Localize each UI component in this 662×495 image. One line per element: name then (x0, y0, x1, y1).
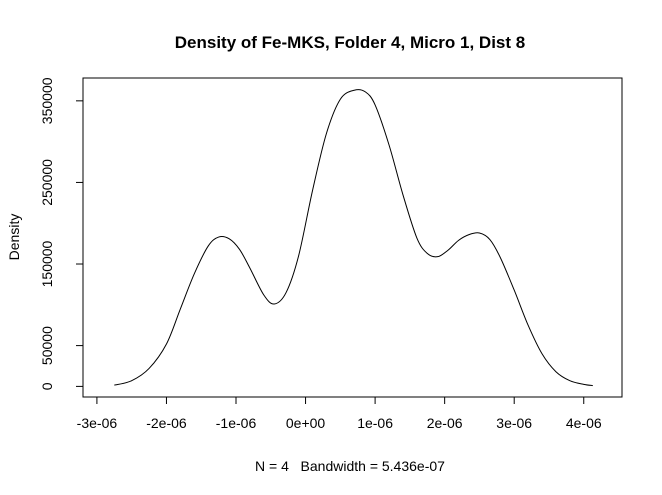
y-tick-label: 0 (39, 382, 55, 390)
x-axis-label: N = 4 Bandwidth = 5.436e-07 (255, 458, 445, 474)
y-axis-label: Density (6, 214, 22, 261)
y-tick-label: 350000 (39, 77, 55, 124)
chart-title: Density of Fe-MKS, Folder 4, Micro 1, Di… (175, 33, 525, 52)
y-tick-label: 150000 (39, 240, 55, 287)
density-curve (114, 89, 593, 387)
y-tick-label: 50000 (39, 326, 55, 365)
y-axis: 0 50000 150000 250000 350000 (39, 77, 84, 390)
y-tick-label: 250000 (39, 159, 55, 206)
x-tick-label: -3e-06 (77, 415, 118, 431)
x-tick-label: -2e-06 (146, 415, 187, 431)
x-tick-label: 2e-06 (427, 415, 463, 431)
x-axis: -3e-06 -2e-06 -1e-06 0e+00 1e-06 2e-06 3e-06 4e… (77, 396, 602, 431)
x-tick-label: -1e-06 (216, 415, 257, 431)
x-tick-label: 1e-06 (357, 415, 393, 431)
x-tick-label: 3e-06 (496, 415, 532, 431)
x-tick-label: 0e+00 (286, 415, 326, 431)
x-tick-label: 4e-06 (566, 415, 602, 431)
